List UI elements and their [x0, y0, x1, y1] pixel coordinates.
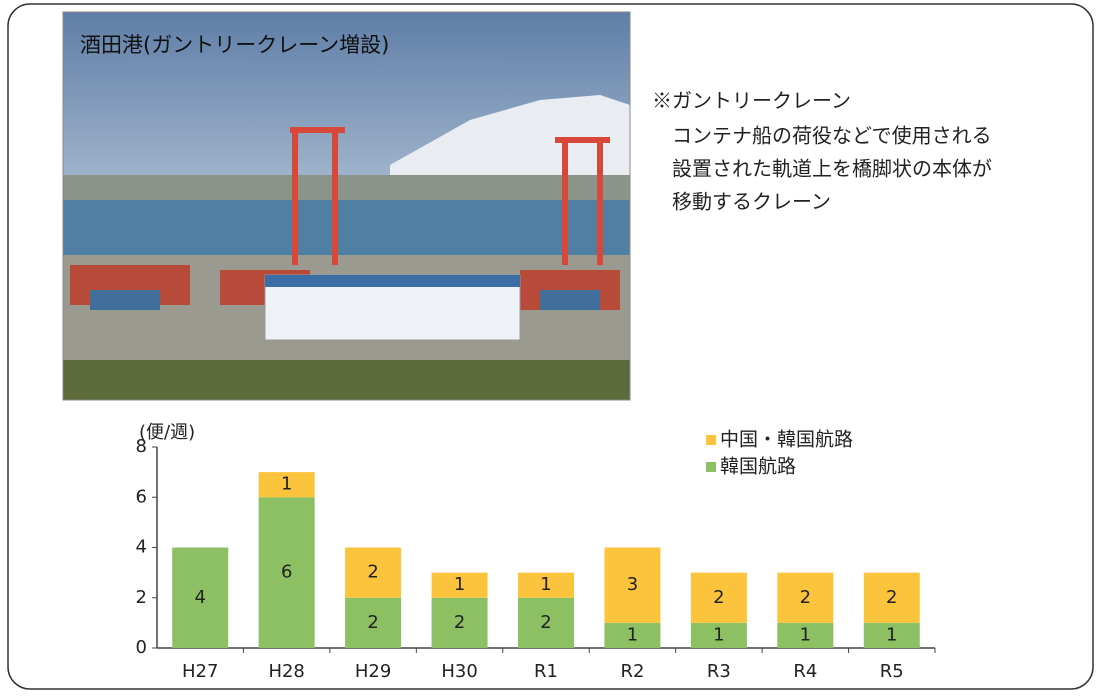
bar-segment: [863, 572, 920, 623]
note-line: コンテナ船の荷役などで使用される: [672, 124, 992, 148]
chart: (便/週) 0 2 4 6 8 H27 4 H28 6 1 H29 2 2 H30 2 1 R1 2 1 R2 1 3 R3 1…: [136, 422, 936, 682]
data-label: 1: [886, 624, 897, 645]
note-line: 設置された軌道上を橋脚状の本体が: [672, 157, 992, 181]
x-tick-label: R4: [793, 661, 817, 682]
data-label: 2: [454, 612, 465, 633]
data-label: 6: [281, 562, 292, 583]
legend-swatch: [706, 435, 716, 445]
y-tick-label: 6: [136, 486, 147, 507]
x-tick-label: H28: [268, 661, 304, 682]
bar-segment: [258, 497, 315, 648]
y-tick-label: 4: [136, 537, 147, 558]
x-tick-label: R3: [707, 661, 731, 682]
data-label: 2: [367, 612, 378, 633]
data-label: 1: [281, 474, 292, 495]
bar-segment: [777, 572, 834, 623]
bar-segment: [258, 472, 315, 498]
photo: [62, 11, 631, 401]
note-title: ※ガントリークレーン: [652, 89, 851, 113]
data-label: 2: [713, 587, 724, 608]
bar-segment: [777, 622, 834, 648]
data-label: 2: [367, 562, 378, 583]
data-label: 1: [454, 574, 465, 595]
bar-segment: [604, 622, 661, 648]
legend-label: 中国・韓国航路: [720, 429, 853, 451]
legend-swatch: [706, 462, 716, 472]
bar-segment: [690, 622, 747, 648]
note-line: 移動するクレーン: [672, 190, 831, 214]
bar-segment: [345, 547, 402, 598]
x-tick-label: H27: [182, 661, 218, 682]
data-label: 2: [886, 587, 897, 608]
x-tick-label: H30: [441, 661, 477, 682]
photo-caption: 酒田港(ガントリークレーン増設): [80, 33, 389, 57]
frame: [7, 3, 1094, 690]
legend-label: 韓国航路: [720, 456, 796, 478]
bar-segment: [518, 572, 574, 598]
y-tick-label: 8: [136, 436, 147, 457]
bar-segment: [863, 622, 920, 648]
bar-segment: [690, 572, 747, 623]
y-axis-label: (便/週): [139, 422, 195, 443]
y-tick-label: 0: [136, 637, 147, 658]
data-label: 1: [540, 574, 551, 595]
data-label: 4: [194, 587, 205, 608]
data-label: 3: [627, 574, 638, 595]
x-tick-label: R5: [880, 661, 904, 682]
bar-segment: [172, 547, 229, 648]
data-label: 1: [800, 624, 811, 645]
bar-segment: [604, 547, 661, 623]
data-label: 2: [800, 587, 811, 608]
bar-segment: [431, 597, 488, 648]
x-tick-label: H29: [355, 661, 391, 682]
data-label: 1: [627, 624, 638, 645]
data-label: 2: [540, 612, 551, 633]
y-tick-label: 2: [136, 587, 147, 608]
bar-segment: [518, 597, 574, 648]
bar-segment: [431, 572, 488, 598]
bar-segment: [345, 597, 402, 648]
x-tick-label: R1: [534, 661, 558, 682]
data-label: 1: [713, 624, 724, 645]
x-tick-label: R2: [620, 661, 644, 682]
